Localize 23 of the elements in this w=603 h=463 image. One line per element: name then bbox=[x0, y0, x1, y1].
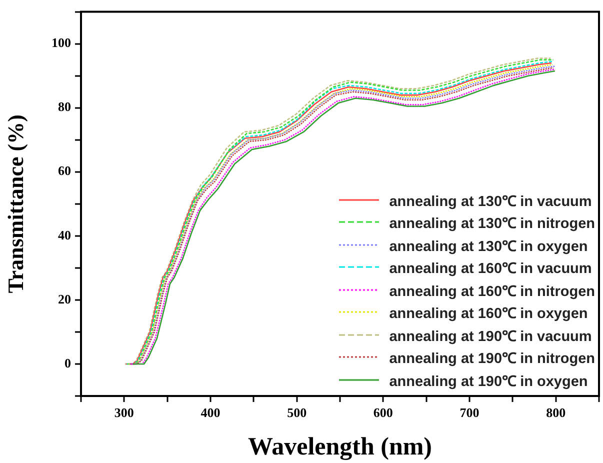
legend-label: annealing at 160℃ in nitrogen bbox=[389, 282, 595, 300]
y-tick-label: 100 bbox=[52, 35, 71, 50]
legend-label: annealing at 160℃ in oxygen bbox=[389, 305, 588, 322]
legend-label: annealing at 130℃ in vacuum bbox=[389, 192, 592, 210]
x-tick-label: 500 bbox=[287, 405, 307, 420]
x-tick-label: 800 bbox=[546, 405, 566, 420]
legend-label: annealing at 190℃ in oxygen bbox=[389, 372, 588, 390]
x-tick-label: 700 bbox=[460, 405, 480, 420]
legend-label: annealing at 160℃ in vacuum bbox=[389, 260, 592, 278]
legend-label: annealing at 130℃ in nitrogen bbox=[389, 215, 595, 232]
x-tick-label: 400 bbox=[200, 405, 220, 420]
y-tick-label: 60 bbox=[58, 163, 71, 178]
y-tick-label: 20 bbox=[58, 291, 71, 306]
legend-label: annealing at 190℃ in vacuum bbox=[389, 328, 592, 345]
x-axis-title: Wavelength (nm) bbox=[248, 433, 432, 460]
x-tick-label: 300 bbox=[114, 405, 134, 420]
y-tick-label: 40 bbox=[58, 227, 71, 242]
y-axis-title: Transmittance (%) bbox=[2, 114, 28, 294]
y-tick-label: 0 bbox=[64, 355, 71, 370]
y-tick-label: 80 bbox=[58, 99, 71, 114]
x-tick-label: 600 bbox=[373, 405, 393, 420]
legend-label: annealing at 130℃ in oxygen bbox=[389, 238, 588, 255]
legend-label: annealing at 190℃ in nitrogen bbox=[389, 350, 595, 368]
